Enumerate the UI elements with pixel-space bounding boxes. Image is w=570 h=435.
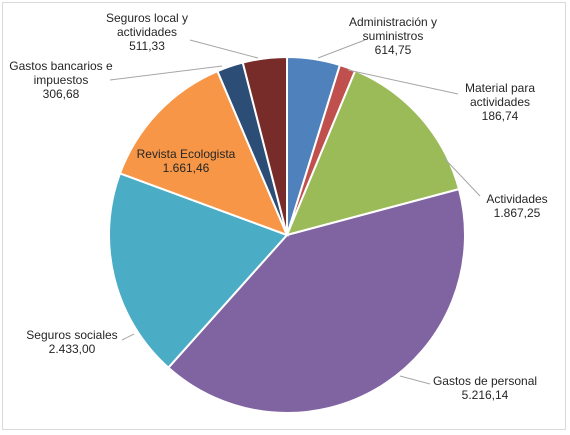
data-label-value: 1.867,25 xyxy=(494,206,541,220)
leader-line-3 xyxy=(399,375,431,385)
leader-line-6 xyxy=(109,65,223,81)
data-label-0: Administración y suministros 614,75 xyxy=(349,15,437,57)
data-label-category: suministros xyxy=(363,29,424,43)
data-label-category: Actividades xyxy=(486,192,547,206)
leader-lines xyxy=(109,39,481,385)
data-label-3: Gastos de personal 5.216,14 xyxy=(433,374,537,402)
data-label-category: Gastos bancarios e xyxy=(9,59,113,73)
data-label-value: 511,33 xyxy=(129,39,165,53)
data-label-category: Revista Ecologista xyxy=(137,147,236,161)
data-label-category: Material para xyxy=(465,81,535,95)
leader-line-1 xyxy=(347,69,459,95)
leader-line-4 xyxy=(121,333,135,341)
data-label-4: Seguros sociales 2.433,00 xyxy=(26,328,117,356)
leader-line-7 xyxy=(189,39,259,59)
data-label-value: 306,68 xyxy=(43,87,80,101)
data-label-category: Seguros local y xyxy=(106,11,188,25)
data-label-6: Gastos bancarios e impuestos 306,68 xyxy=(9,59,113,101)
pie-slices xyxy=(108,55,466,414)
pie-slice-7 xyxy=(241,55,288,236)
data-label-category: impuestos xyxy=(34,73,89,87)
pie-slice-5 xyxy=(118,69,289,237)
data-label-category: Gastos de personal xyxy=(433,374,537,388)
data-label-category: Administración y xyxy=(349,15,437,29)
data-label-2: Actividades 1.867,25 xyxy=(486,192,547,220)
data-label-value: 1.661,46 xyxy=(163,161,210,175)
data-label-value: 2.433,00 xyxy=(49,342,96,356)
data-label-5: Revista Ecologista 1.661,46 xyxy=(137,147,236,175)
data-label-1: Material para actividades 186,74 xyxy=(465,81,535,123)
pie-slice-2 xyxy=(285,69,461,237)
data-label-value: 614,75 xyxy=(375,43,412,57)
pie-slice-3 xyxy=(166,187,466,414)
leader-line-2 xyxy=(443,157,481,197)
data-label-category: actividades xyxy=(470,95,530,109)
data-labels: Administración y suministros 614,75 Materia… xyxy=(9,11,547,402)
pie-slice-4 xyxy=(108,172,289,370)
data-label-category: Seguros sociales xyxy=(26,328,117,342)
data-label-value: 5.216,14 xyxy=(462,388,509,402)
leader-line-0 xyxy=(317,39,366,59)
data-label-category: actividades xyxy=(117,25,177,39)
data-label-value: 186,74 xyxy=(482,109,519,123)
data-label-7: Seguros local y actividades 511,33 xyxy=(106,11,188,53)
